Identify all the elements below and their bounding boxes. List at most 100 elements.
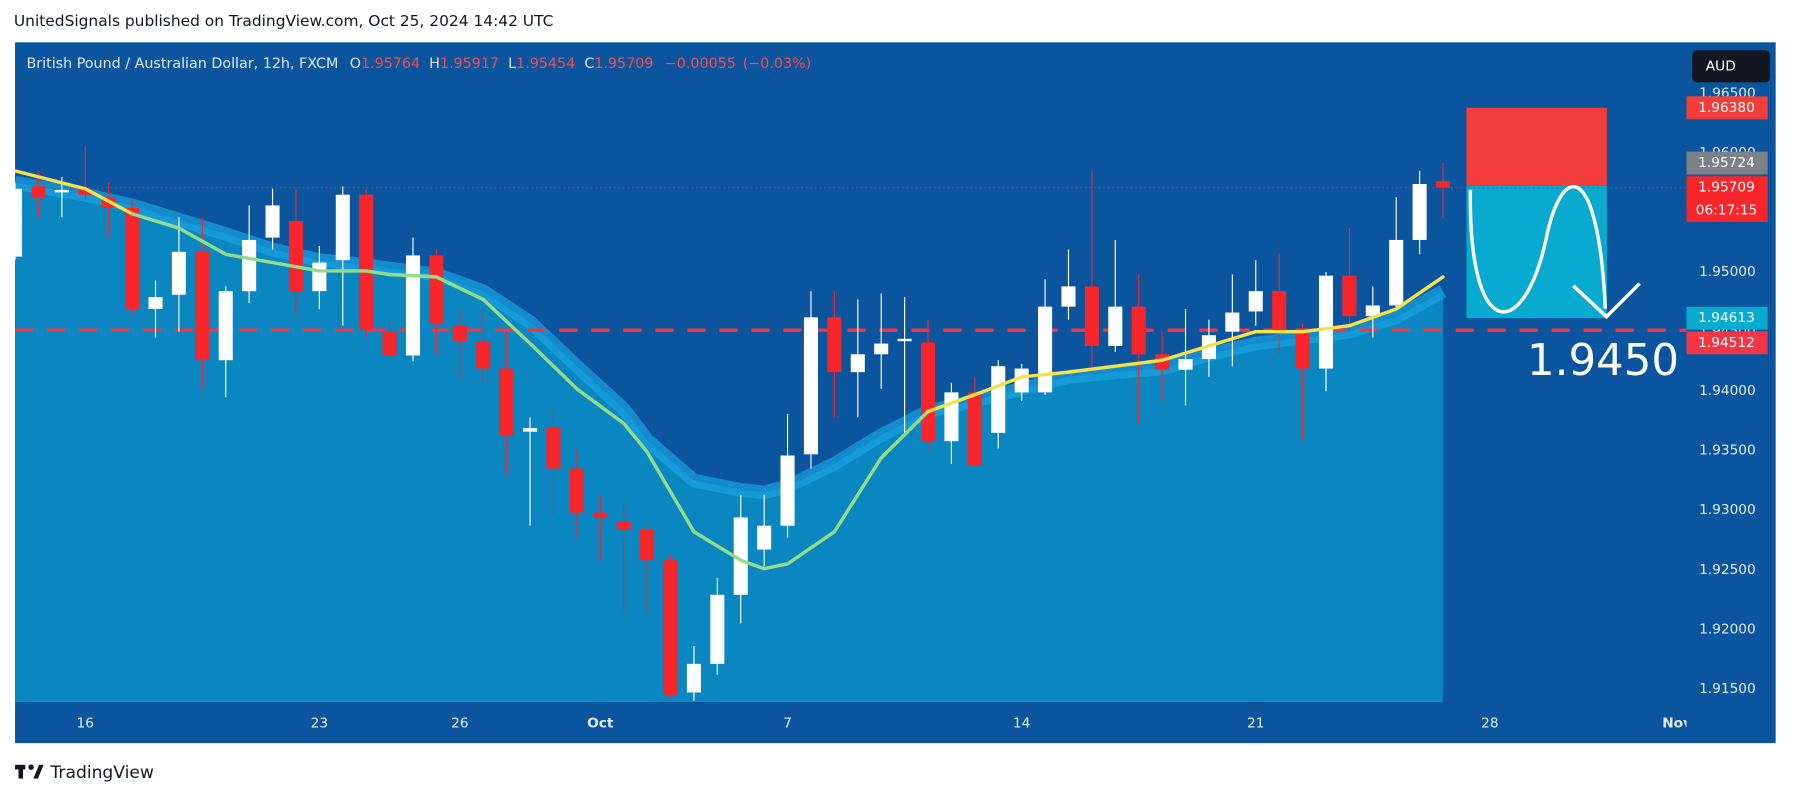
- candle-body: [265, 205, 280, 238]
- candle-body: [1178, 359, 1193, 370]
- candle-body: [382, 331, 397, 356]
- legend-key: H: [429, 56, 440, 72]
- x-tick-label: 14: [1013, 716, 1030, 732]
- price-tag-label: 1.94512: [1698, 335, 1755, 351]
- target-annotation: 1.9450: [1527, 336, 1679, 386]
- moving-average: [130, 212, 930, 571]
- candle-body: [335, 194, 350, 261]
- y-tick-label: 1.95000: [1699, 264, 1756, 280]
- candle-body: [499, 368, 514, 436]
- candle-body: [757, 525, 772, 550]
- candle-body: [1131, 306, 1146, 355]
- x-tick-label: 28: [1481, 716, 1498, 732]
- candle-body: [920, 342, 936, 442]
- candle-body: [1318, 275, 1334, 369]
- price-tag-label: 1.95724: [1698, 155, 1755, 171]
- candle-body: [967, 392, 982, 466]
- candle-body: [148, 297, 163, 310]
- ribbon-band: [15, 176, 1447, 500]
- candle-body: [1014, 368, 1029, 393]
- legend-value: 1.95709: [594, 56, 653, 72]
- candle-body: [218, 291, 233, 361]
- legend-key: L: [508, 56, 516, 72]
- candle-body: [803, 317, 818, 455]
- price-tags: 1.96380 1.95724 1.95709 06:17:15 1.94613 1.94…: [1686, 96, 1768, 355]
- price-tag-label: 1.96380: [1698, 100, 1755, 116]
- x-tick-label: 26: [451, 716, 468, 732]
- y-tick-label: 1.93500: [1699, 443, 1756, 459]
- candle-body: [1365, 305, 1380, 317]
- candle-body: [827, 317, 842, 373]
- x-tick-label: 21: [1247, 716, 1264, 732]
- x-tick-label: 16: [77, 716, 94, 732]
- forecast-arrowhead: [1572, 282, 1641, 320]
- candle-body: [1061, 286, 1076, 307]
- candle-body: [991, 366, 1006, 433]
- countdown-label: 06:17:15: [1696, 203, 1758, 219]
- candle-body: [242, 239, 257, 292]
- candle-body: [663, 560, 678, 695]
- symbol-legend: British Pound / Australian Dollar, 12h, …: [26, 56, 811, 72]
- candle-body: [874, 343, 889, 355]
- candle-body: [640, 529, 655, 561]
- candle-body: [312, 262, 327, 292]
- price-tag: [1686, 306, 1768, 330]
- candle-body: [54, 189, 69, 193]
- legend-key: O: [350, 56, 361, 72]
- candle-body: [569, 468, 584, 513]
- candle-body: [1412, 183, 1427, 240]
- y-tick-label: 1.92500: [1699, 562, 1756, 578]
- stop-zone: [1466, 107, 1607, 186]
- candle-body: [1084, 286, 1099, 346]
- candle-body: [171, 251, 186, 295]
- legend-value: 1.95917: [440, 56, 499, 72]
- price-tag: [1686, 96, 1768, 120]
- currency-box[interactable]: [1692, 50, 1770, 83]
- candle-body: [288, 220, 303, 292]
- brand-name: TradingView: [49, 763, 153, 783]
- price-tag: [1686, 331, 1768, 355]
- legend-change-pct: (−0.03%): [743, 56, 811, 72]
- legend-key: C: [584, 56, 594, 72]
- time-axis: 16 23 26 Oct 7 14 21 28 Nov: [77, 716, 1692, 732]
- candle-body: [125, 207, 140, 310]
- candle-body: [405, 255, 421, 356]
- candle-body: [616, 520, 631, 530]
- currency-label[interactable]: AUD: [1706, 58, 1736, 74]
- candle-body: [1225, 312, 1240, 332]
- candle-body: [31, 186, 46, 198]
- y-tick-label: 1.92000: [1699, 621, 1756, 637]
- candle-body: [78, 188, 93, 195]
- y-tick-label: 1.93000: [1699, 502, 1756, 518]
- legend-value: 1.95454: [516, 56, 575, 72]
- legend-change: −0.00055: [665, 56, 736, 72]
- candle-body: [195, 251, 210, 361]
- candle-body: [1436, 181, 1451, 188]
- candle-body: [1295, 334, 1310, 369]
- candle-body: [897, 338, 912, 342]
- candle-body: [733, 517, 748, 595]
- y-tick-label: 1.91500: [1699, 681, 1756, 697]
- drawing-overlay: 1.9450: [1468, 185, 1679, 386]
- legend-line: British Pound / Australian Dollar, 12h, …: [26, 56, 811, 72]
- candle-body: [593, 512, 608, 518]
- candle-body: [850, 354, 865, 373]
- price-tag: [1686, 151, 1768, 175]
- candle-body: [1272, 291, 1287, 332]
- candle-body: [452, 325, 467, 342]
- candle-body: [546, 426, 561, 469]
- candle-body: [780, 455, 795, 526]
- candle-body: [15, 188, 23, 257]
- candle-body: [1342, 275, 1357, 317]
- brand-logo: [15, 764, 44, 779]
- price-tag-label: 1.94613: [1698, 310, 1755, 326]
- candle-body: [359, 194, 374, 330]
- x-tick-label: Oct: [587, 716, 614, 732]
- x-tick-label: Nov: [1662, 716, 1692, 732]
- moving-average: [926, 275, 1445, 414]
- forecast-curve: [1468, 185, 1608, 314]
- y-tick-label: 1.94000: [1699, 383, 1756, 399]
- symbol-name: British Pound / Australian Dollar, 12h, …: [26, 56, 338, 72]
- candle-body: [1248, 291, 1263, 312]
